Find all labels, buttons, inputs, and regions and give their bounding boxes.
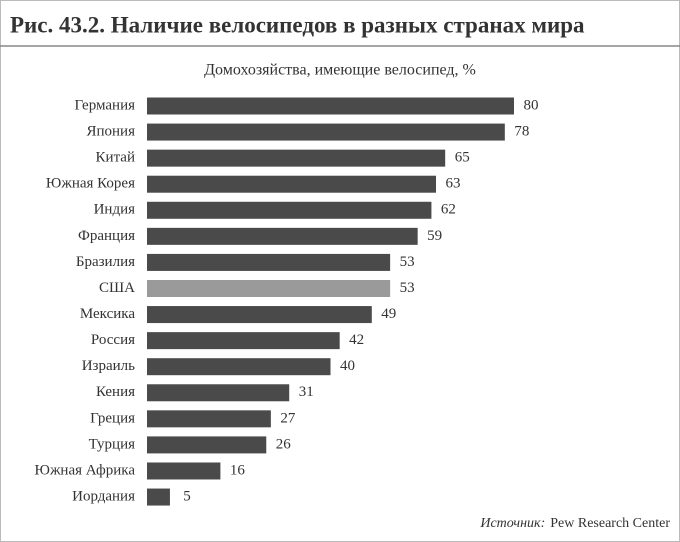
category-label: Бразилия (76, 254, 135, 270)
category-label: Россия (91, 332, 135, 348)
category-label: Франция (78, 228, 135, 244)
category-label: Южная Африка (34, 462, 135, 478)
category-label: Южная Корея (46, 176, 135, 192)
bar (147, 384, 290, 402)
category-label: США (99, 280, 135, 296)
value-label: 16 (230, 462, 246, 478)
value-label: 40 (340, 358, 355, 374)
bar (147, 332, 340, 350)
value-label: 49 (381, 306, 396, 322)
value-label: 31 (299, 384, 314, 400)
category-label: Турция (89, 436, 135, 452)
bar (147, 358, 331, 376)
category-label: Япония (87, 124, 136, 140)
category-label: Израиль (82, 358, 135, 374)
category-label: Германия (75, 97, 136, 113)
value-label: 27 (280, 410, 296, 426)
value-label: 63 (446, 176, 461, 192)
bar (147, 149, 446, 167)
value-label: 5 (183, 488, 191, 504)
bar (147, 227, 418, 245)
value-label: 80 (524, 97, 539, 113)
category-label: Индия (94, 202, 136, 218)
value-label: 65 (455, 150, 470, 166)
category-label: Греция (90, 410, 135, 426)
subtitle: Домохозяйства, имеющие велосипед, % (204, 62, 476, 79)
bar (147, 306, 372, 324)
bar (147, 488, 170, 506)
chart-title: Рис. 43.2. Наличие велосипедов в разных … (10, 12, 585, 37)
bar (147, 253, 391, 271)
bar (147, 123, 505, 141)
value-label: 26 (276, 436, 292, 452)
bar (147, 279, 391, 297)
source: Источник: Pew Research Center (479, 516, 670, 531)
category-label: Китай (96, 150, 135, 166)
source-label: Источник: (479, 516, 545, 531)
value-label: 53 (400, 280, 415, 296)
category-label: Кения (96, 384, 135, 400)
value-label: 78 (514, 124, 529, 140)
bar (147, 462, 221, 480)
value-label: 62 (441, 202, 456, 218)
source-text: Pew Research Center (550, 516, 670, 531)
value-label: 59 (427, 228, 442, 244)
bar (147, 410, 271, 428)
category-label: Мексика (80, 306, 135, 322)
value-label: 42 (349, 332, 364, 348)
category-label: Иордания (72, 488, 135, 504)
bar (147, 97, 514, 115)
bar (147, 436, 267, 454)
bar (147, 201, 432, 219)
value-label: 53 (400, 254, 415, 270)
bar (147, 175, 437, 193)
